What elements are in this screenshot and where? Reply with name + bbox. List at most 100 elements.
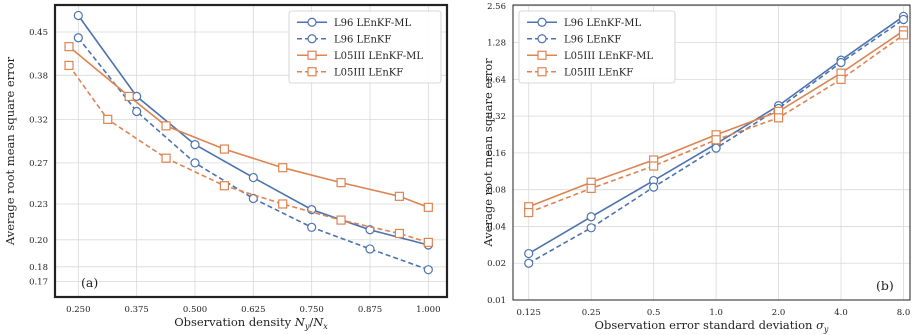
- legend-entry: L05III LEnKF: [527, 67, 633, 78]
- legend-marker: [307, 34, 317, 44]
- legend-marker: [307, 50, 317, 60]
- data-point: [161, 121, 171, 131]
- series-line: [68, 64, 429, 244]
- y-tick-label: 0.08: [487, 186, 506, 196]
- data-point: [248, 193, 258, 204]
- data-point: [423, 237, 433, 247]
- legend-label: L96 LEnKF-ML: [564, 18, 642, 29]
- data-point: [711, 135, 721, 145]
- x-tick-label: 0.5: [647, 308, 661, 318]
- y-tick-label: 0.04: [487, 222, 506, 232]
- y-tick-label: 0.18: [29, 263, 48, 273]
- x-tick-label: 0.25: [582, 308, 601, 318]
- x-axis-label: Observation density Ny/Nx: [174, 315, 328, 331]
- data-point: [73, 10, 83, 21]
- legend-marker: [307, 17, 317, 27]
- series-0: [73, 10, 433, 250]
- legend-marker: [307, 67, 317, 77]
- x-tick-label: 0.500: [183, 305, 207, 315]
- x-tick-label: 0.375: [124, 305, 148, 315]
- legend-entry: L96 LEnKF: [297, 34, 391, 45]
- y-tick-label: 0.17: [29, 277, 48, 287]
- legend-marker: [537, 17, 547, 27]
- legend-entry: L05III LEnKF-ML: [297, 50, 423, 62]
- data-point: [64, 60, 74, 71]
- data-point: [394, 228, 404, 239]
- data-point: [219, 144, 229, 154]
- data-point: [773, 113, 784, 123]
- x-tick-label: 1.000: [416, 305, 440, 315]
- data-point: [190, 139, 200, 150]
- legend-marker: [537, 67, 547, 77]
- data-point: [586, 212, 596, 222]
- y-tick-label: 0.23: [29, 200, 48, 210]
- x-tick-label: 1.0: [709, 308, 723, 318]
- y-axis-label: Average root mean square error: [481, 58, 495, 248]
- legend-entry: L05III LEnKF-ML: [527, 50, 653, 62]
- series-3: [524, 30, 909, 218]
- series-1: [524, 14, 909, 268]
- legend-entry: L96 LEnKF-ML: [527, 17, 642, 29]
- data-point: [524, 248, 534, 259]
- chart-panel-a: 0.250 0.375 0.500 0.625 0.750 0.875 1.000 0.17 0…: [3, 3, 449, 331]
- legend-entry: L05III LEnKF: [297, 67, 403, 78]
- y-tick-label: 0.20: [29, 236, 48, 246]
- series-line: [68, 45, 429, 209]
- x-axis-label: Observation error standard deviation σy: [595, 318, 829, 334]
- data-point: [586, 183, 596, 193]
- data-point: [336, 215, 346, 225]
- panel-label: (b): [876, 278, 894, 293]
- x-tick-label: 2.0: [772, 308, 786, 318]
- legend-entry: L96 LEnKF-ML: [297, 17, 412, 29]
- data-point: [336, 178, 346, 188]
- data-point: [132, 106, 142, 117]
- data-point: [423, 202, 433, 212]
- x-tick-label: 0.750: [299, 305, 323, 315]
- series-3: [64, 60, 433, 247]
- y-tick-label: 0.45: [29, 28, 48, 38]
- x-tick-label: 0.250: [66, 305, 90, 315]
- y-tick-label: 0.02: [487, 259, 506, 269]
- plot-frame: [53, 3, 449, 299]
- x-tick-label: 0.875: [358, 305, 382, 315]
- y-tick-label: 0.16: [487, 149, 506, 159]
- data-point: [73, 33, 83, 43]
- y-tick-label: 2.56: [487, 2, 506, 12]
- data-point: [524, 207, 534, 218]
- y-tick-label: 0.01: [487, 296, 506, 306]
- legend-box: [288, 10, 442, 84]
- data-point: [586, 223, 596, 233]
- y-axis-label: Average root mean square error: [3, 56, 17, 246]
- legend-label: L05III LEnKF-ML: [334, 51, 423, 62]
- legend-entry: L96 LEnKF: [527, 34, 621, 45]
- x-tick-label: 8.0: [897, 308, 911, 318]
- y-tick-label: 0.27: [29, 159, 48, 169]
- data-point: [124, 91, 134, 102]
- data-point: [836, 57, 846, 68]
- legend-marker: [537, 34, 547, 44]
- data-point: [898, 30, 909, 40]
- data-point: [649, 182, 659, 192]
- legend: L96 LEnKF-ML L96 LEnKF L05III LEnKF-ML L05I…: [288, 10, 442, 84]
- plot-frame: [512, 4, 911, 301]
- x-tick-label: 0.125: [517, 308, 541, 318]
- data-point: [365, 244, 375, 254]
- data-point: [307, 222, 317, 232]
- legend: L96 LEnKF-ML L96 LEnKF L05III LEnKF-ML L05I…: [518, 10, 676, 84]
- data-point: [836, 74, 846, 84]
- legend-label: L96 LEnKF: [564, 34, 621, 45]
- data-point: [278, 163, 288, 173]
- legend-box: [518, 10, 676, 84]
- data-point: [898, 14, 909, 25]
- data-point: [711, 143, 721, 153]
- data-point: [248, 172, 258, 183]
- y-tick-label: 1.28: [487, 39, 506, 49]
- data-point: [394, 191, 404, 201]
- legend-label: L05III LEnKF-ML: [564, 51, 653, 62]
- series-1: [73, 33, 433, 275]
- data-point: [524, 258, 534, 268]
- data-point: [278, 199, 288, 209]
- y-tick-label: 0.32: [487, 112, 506, 122]
- y-tick-label: 0.38: [29, 71, 48, 81]
